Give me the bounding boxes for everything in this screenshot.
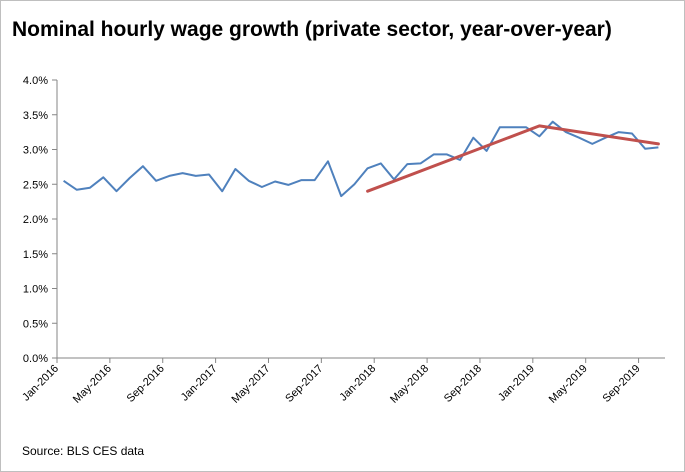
- x-tick-label: Sep-2018: [442, 363, 484, 405]
- x-tick-label: Jan-2018: [337, 363, 378, 404]
- y-tick-label: 2.0%: [23, 214, 48, 226]
- source-note: Source: BLS CES data: [22, 444, 145, 458]
- x-tick-label: Jan-2017: [179, 363, 220, 404]
- x-tick-label: May-2016: [71, 363, 114, 406]
- y-tick-label: 2.5%: [23, 179, 48, 191]
- x-tick-label: Jan-2019: [496, 363, 537, 404]
- y-tick-label: 0.0%: [23, 353, 48, 365]
- y-tick-label: 4.0%: [23, 75, 48, 87]
- y-tick-label: 3.0%: [23, 145, 48, 157]
- chart-title: Nominal hourly wage growth (private sect…: [12, 18, 612, 41]
- x-tick-label: Sep-2016: [125, 363, 167, 405]
- y-tick-label: 1.0%: [23, 284, 48, 296]
- y-tick-label: 3.5%: [23, 110, 48, 122]
- y-tick-label: 0.5%: [23, 318, 48, 330]
- x-tick-label: May-2018: [388, 363, 431, 406]
- x-tick-label: May-2017: [230, 363, 273, 406]
- x-tick-label: Sep-2017: [283, 363, 325, 405]
- x-tick-label: Sep-2019: [600, 363, 642, 405]
- series-line-wage: [63, 120, 659, 198]
- x-tick-label: May-2019: [547, 363, 590, 406]
- y-tick-label: 1.5%: [23, 249, 48, 261]
- series-line-trend: [366, 124, 660, 193]
- x-tick-label: Jan-2016: [20, 363, 61, 404]
